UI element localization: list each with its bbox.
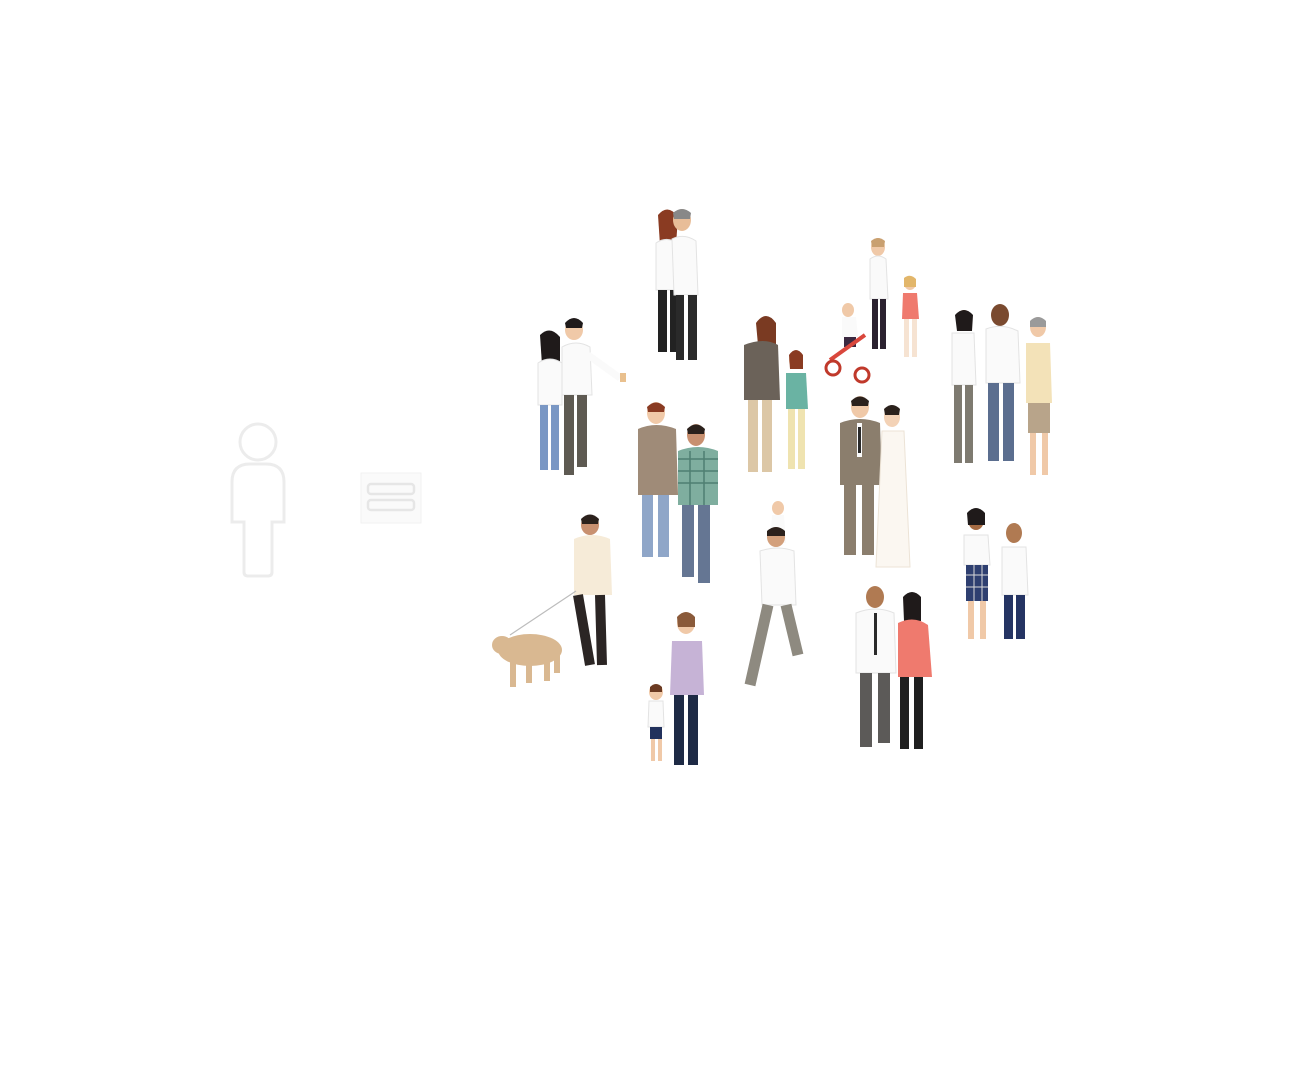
couple-with-drinks-figure <box>537 318 626 475</box>
family-tricycle-figure <box>824 238 919 384</box>
man-walking-dog-figure <box>492 514 612 687</box>
wedding-couple-figure <box>840 396 911 568</box>
two-students-figure <box>963 508 1029 639</box>
two-men-talking-figure <box>638 402 718 583</box>
couple-embracing-figure <box>655 209 699 360</box>
mother-toddler-figure <box>647 612 704 765</box>
three-friends-figure <box>951 304 1052 475</box>
mother-daughter-figure <box>744 316 808 472</box>
person-outline-icon <box>230 422 286 578</box>
crowd-illustration <box>492 209 1052 765</box>
equals-icon <box>360 472 422 524</box>
expecting-couple-figure <box>855 586 932 749</box>
father-child-shoulders-figure <box>744 501 804 687</box>
